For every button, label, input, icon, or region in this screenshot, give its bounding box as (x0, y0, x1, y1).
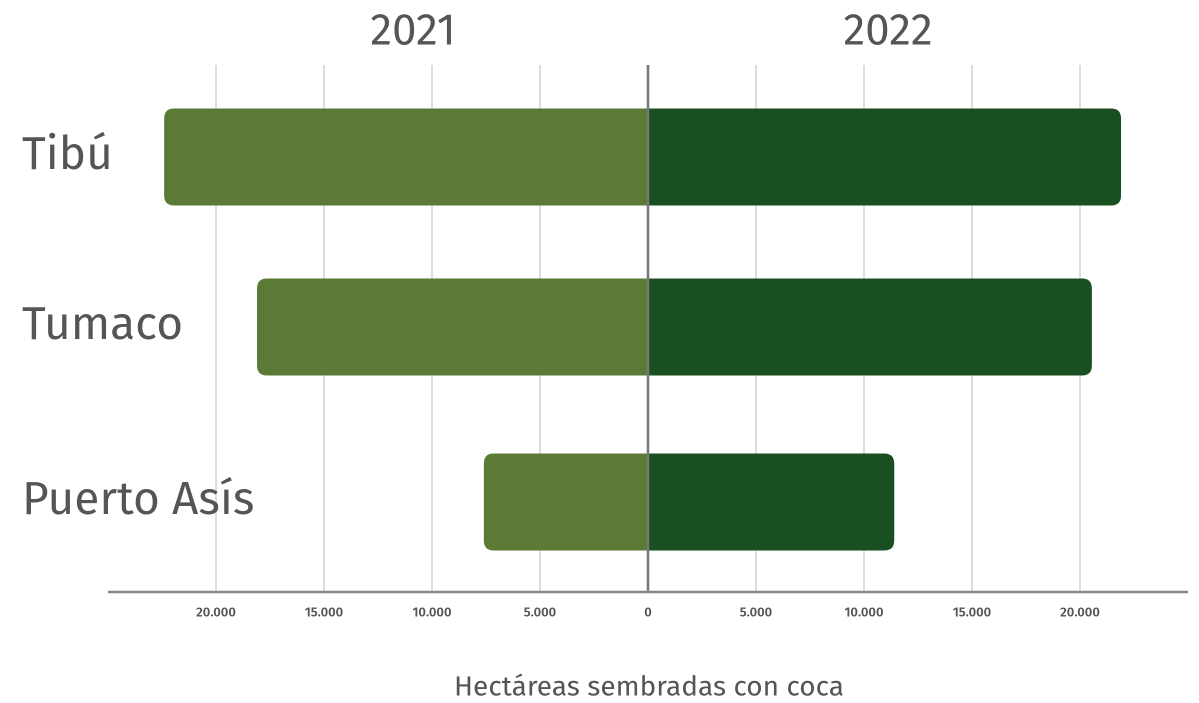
bar (648, 278, 1092, 376)
category-label: Tibú (22, 127, 113, 182)
category-label: Tumaco (22, 297, 183, 352)
x-tick-label: 15.000 (953, 605, 991, 620)
x-tick-label: 5.000 (524, 605, 556, 620)
bar (257, 278, 648, 376)
bar (648, 453, 895, 551)
x-tick-label: 10.000 (413, 605, 452, 620)
bar (164, 108, 648, 206)
x-tick-label: 20.000 (1060, 605, 1100, 620)
x-tick-label: 5.000 (740, 605, 772, 620)
series-header: 2021 (370, 4, 456, 57)
x-tick-label: 0 (644, 605, 652, 620)
bar (483, 453, 648, 551)
x-tick-label: 10.000 (845, 605, 884, 620)
x-tick-label: 20.000 (196, 605, 236, 620)
bar (648, 108, 1122, 206)
x-axis-label: Hectáreas sembradas con coca (454, 670, 844, 703)
category-label: Puerto Asís (22, 472, 254, 527)
series-header: 2022 (843, 4, 932, 57)
x-tick-label: 15.000 (305, 605, 343, 620)
